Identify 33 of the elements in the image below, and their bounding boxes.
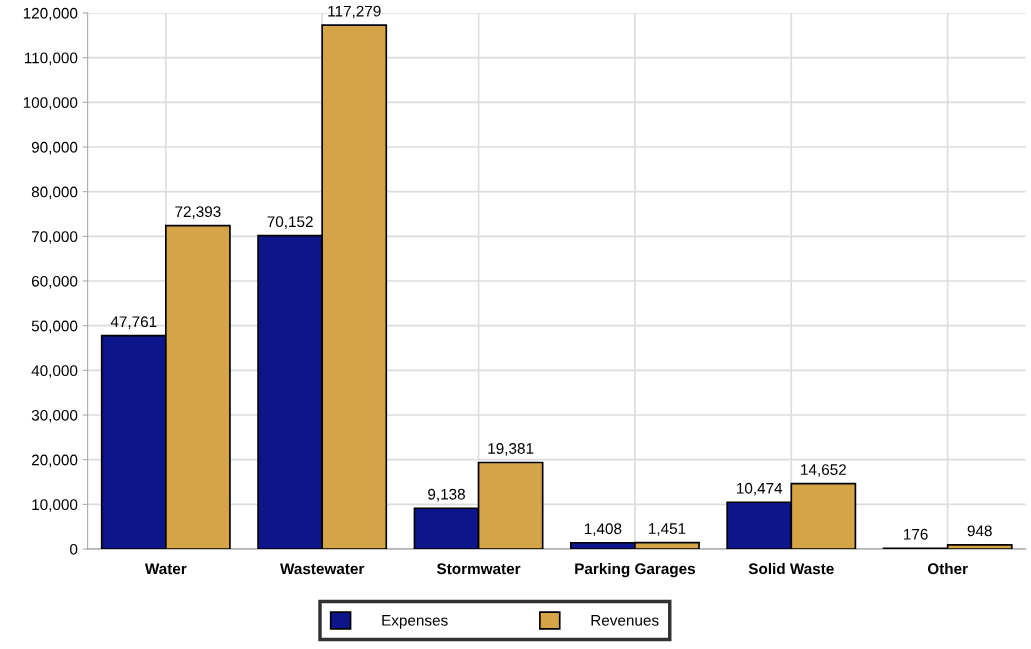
legend-label: Expenses [382,615,448,629]
y-tick-label: 10,000 [32,499,78,512]
y-tick-label: 110,000 [24,52,78,66]
data-label: 176 [904,528,928,540]
data-label: 70,152 [267,216,313,229]
y-tick-label: 60,000 [31,275,78,289]
x-tick-label: Solid Waste [748,562,834,575]
legend-label: Revenues [591,615,659,626]
data-label: 9,138 [428,488,465,502]
y-tick-label: 90,000 [31,141,78,155]
y-tick-label: 50,000 [31,320,78,334]
y-tick-label: 20,000 [31,454,78,468]
x-tick-label: Parking Garages [575,562,696,578]
data-label: 47,761 [110,316,157,329]
data-label: 1,451 [649,523,686,536]
x-tick-label: Water [144,563,187,575]
data-label: 72,393 [175,206,221,219]
y-tick-label: 100,000 [23,97,78,110]
data-label: 14,652 [801,464,846,477]
x-tick-label: Wastewater [280,563,365,575]
y-tick-label: 120,000 [23,7,78,21]
data-label: 10,474 [737,482,783,496]
x-tick-label: Stormwater [436,563,521,575]
data-label: 117,279 [328,5,381,19]
y-tick-label: 80,000 [31,186,78,200]
data-label: 19,381 [488,443,534,456]
data-label: 948 [967,525,992,537]
y-tick-label: 0 [70,543,78,555]
data-label: 1,408 [584,523,622,536]
y-tick-label: 40,000 [31,365,78,378]
x-tick-label: Other [927,562,968,575]
y-tick-label: 30,000 [31,409,78,423]
y-tick-label: 70,000 [31,231,78,244]
